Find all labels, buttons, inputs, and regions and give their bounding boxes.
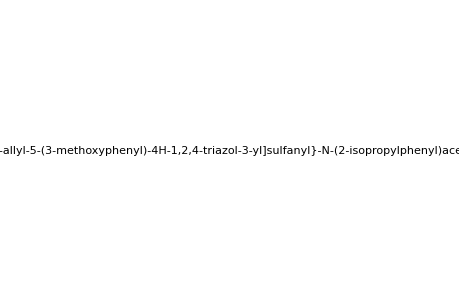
Text: 2-{[4-allyl-5-(3-methoxyphenyl)-4H-1,2,4-triazol-3-yl]sulfanyl}-N-(2-isopropylph: 2-{[4-allyl-5-(3-methoxyphenyl)-4H-1,2,4… bbox=[0, 146, 459, 157]
